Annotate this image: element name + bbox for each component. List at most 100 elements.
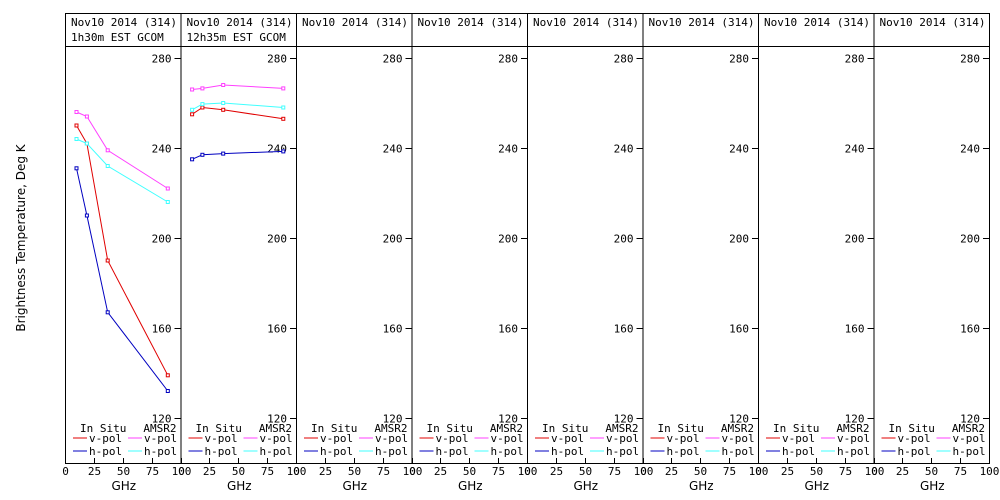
panel-title: Nov10 2014 (314) [71, 16, 177, 29]
data-point-insitu_v [74, 123, 79, 128]
x-tick-label: 100 [865, 465, 885, 478]
x-tick-label: 0 [409, 465, 416, 478]
x-axis-label: GHz [573, 479, 598, 493]
x-tick-label: 50 [232, 465, 245, 478]
panel-2: Nov10 2014 (314) 12h35m EST GCOM 120 160 200… [178, 13, 307, 493]
x-axis-label: GHz [227, 479, 252, 493]
panel-title: Nov10 2014 (314) [533, 16, 639, 29]
legend-amsr2-heading: AMSR2 [605, 422, 638, 435]
series-line-amsr2_v [76, 111, 169, 189]
y-axis-label: Brightness Temperature, Deg K [14, 143, 28, 331]
legend-amsr2-heading: AMSR2 [721, 422, 754, 435]
panel-4: Nov10 2014 (314) 120 160 200 240 280 0 25 50 75 10… [409, 13, 537, 493]
panel-title: Nov10 2014 (314) [880, 16, 986, 29]
legend-amsr2-heading: AMSR2 [259, 422, 292, 435]
legend-insitu-heading: In Situ [196, 422, 242, 435]
x-tick-label: 0 [755, 465, 762, 478]
data-point-insitu_v [105, 258, 110, 263]
data-point-insitu_h [105, 310, 110, 315]
legend-insitu-heading: In Situ [80, 422, 126, 435]
series-insitu_v [74, 123, 170, 378]
y-tick-label: 240 [845, 143, 865, 156]
y-tick-label: 240 [383, 143, 403, 156]
panel-1: Nov10 2014 (314) 1h30m EST GCOM 120 160 200 2… [62, 13, 191, 493]
y-tick-label: 280 [498, 53, 518, 66]
y-tick-label: 120 [729, 413, 749, 426]
y-tick-label: 160 [267, 323, 287, 336]
x-tick-label: 100 [749, 465, 769, 478]
legend-amsr2-heading: AMSR2 [374, 422, 407, 435]
x-tick-label: 75 [954, 465, 967, 478]
panel-8: Nov10 2014 (314) 120 160 200 240 280 0 25 50 75 10… [871, 13, 999, 493]
x-tick-label: 25 [434, 465, 447, 478]
y-tick-label: 200 [614, 233, 634, 246]
x-tick-label: 100 [287, 465, 307, 478]
legend-amsr2-heading: AMSR2 [143, 422, 176, 435]
y-tick-label: 280 [729, 53, 749, 66]
y-tick-label: 240 [614, 143, 634, 156]
y-tick-label: 240 [152, 143, 172, 156]
panel-frame [873, 13, 990, 464]
data-point-amsr2_h [221, 101, 226, 105]
x-tick-label: 75 [377, 465, 390, 478]
data-point-amsr2_v [84, 114, 89, 119]
x-tick-label: 50 [925, 465, 938, 478]
x-tick-label: 50 [579, 465, 592, 478]
legend-label-amsr2_v: v-pol [375, 432, 408, 445]
x-tick-label: 25 [203, 465, 216, 478]
y-tick-label: 120 [383, 413, 403, 426]
y-tick-label: 120 [267, 413, 287, 426]
legend-label-insitu_h: h-pol [898, 445, 931, 458]
legend-label-amsr2_h: h-pol [491, 445, 524, 458]
legend-label-amsr2_v: v-pol [260, 432, 293, 445]
panel-6: Nov10 2014 (314) 120 160 200 240 280 0 25 50 75 10… [640, 13, 769, 493]
data-point-amsr2_h [74, 137, 79, 141]
x-tick-label: 50 [810, 465, 823, 478]
data-point-insitu_v [165, 373, 170, 378]
legend-label-amsr2_v: v-pol [722, 432, 755, 445]
data-point-amsr2_h [281, 105, 286, 110]
x-tick-label: 0 [640, 465, 647, 478]
x-tick-label: 75 [608, 465, 621, 478]
legend-insitu-heading: In Situ [658, 422, 704, 435]
legend-label-amsr2_h: h-pol [144, 445, 177, 458]
legend-label-insitu_v: v-pol [89, 432, 122, 445]
x-tick-label: 50 [463, 465, 476, 478]
data-point-amsr2_v [165, 186, 170, 191]
data-point-insitu_v [281, 116, 286, 121]
legend-label-insitu_v: v-pol [782, 432, 815, 445]
series-line-insitu_h [191, 150, 284, 160]
series-insitu_v [190, 105, 286, 121]
x-tick-label: 100 [634, 465, 654, 478]
series-insitu_h [190, 149, 286, 162]
legend-label-amsr2_v: v-pol [491, 432, 524, 445]
series-amsr2_v [190, 83, 286, 92]
legend-label-amsr2_v: v-pol [144, 432, 177, 445]
legend-label-insitu_h: h-pol [320, 445, 353, 458]
panel-3: Nov10 2014 (314) 120 160 200 240 280 0 25 50 75 10… [293, 13, 422, 493]
legend-label-insitu_v: v-pol [320, 432, 353, 445]
y-tick-label: 240 [729, 143, 749, 156]
data-point-amsr2_h [200, 102, 205, 107]
legend-label-insitu_h: h-pol [436, 445, 469, 458]
data-point-amsr2_h [165, 200, 170, 204]
y-tick-label: 200 [845, 233, 865, 246]
series-line-amsr2_h [191, 102, 284, 111]
data-point-amsr2_h [84, 141, 89, 146]
panels-group: Nov10 2014 (314) 1h30m EST GCOM 120 160 200 2… [62, 13, 999, 493]
data-point-insitu_h [190, 157, 195, 162]
legend-label-amsr2_v: v-pol [837, 432, 870, 445]
data-point-amsr2_v [281, 86, 286, 91]
x-tick-label: 25 [665, 465, 678, 478]
y-tick-label: 240 [267, 143, 287, 156]
series-line-insitu_h [76, 168, 169, 392]
x-axis-label: GHz [111, 479, 136, 493]
x-tick-label: 0 [62, 465, 69, 478]
series-line-amsr2_h [76, 138, 169, 203]
legend-insitu-heading: In Situ [542, 422, 588, 435]
